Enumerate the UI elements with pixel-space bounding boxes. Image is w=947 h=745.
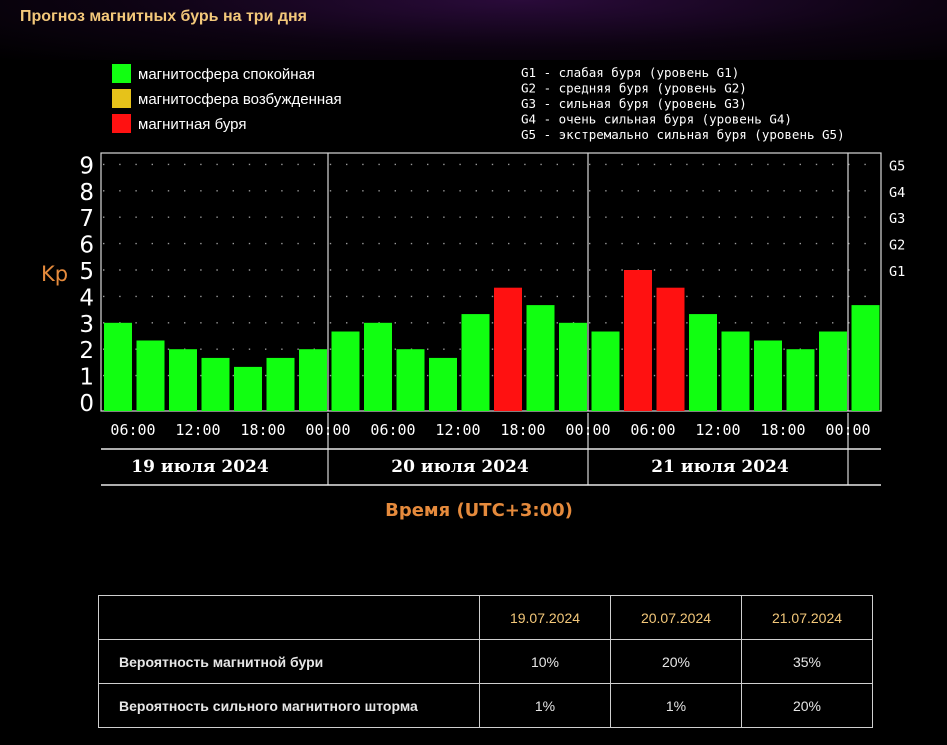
- kp-bar: [396, 349, 425, 411]
- kp-bar: [266, 357, 295, 411]
- kp-chart: магнитосфера спокойная магнитосфера возбу…: [41, 64, 905, 521]
- cell-value: 20%: [741, 683, 873, 728]
- probability-table-wrap: 19.07.2024 20.07.2024 21.07.2024 Вероятн…: [98, 595, 873, 728]
- cell-value: 1%: [479, 683, 611, 728]
- probability-table: 19.07.2024 20.07.2024 21.07.2024 Вероятн…: [98, 595, 873, 728]
- row-label: Вероятность сильного магнитного шторма: [98, 683, 480, 728]
- kp-bar: [721, 331, 750, 411]
- y-tick-label: 3: [79, 312, 94, 338]
- y-tick-label: 4: [79, 285, 94, 311]
- table-header-date: 19.07.2024: [479, 595, 611, 640]
- kp-bar: [364, 322, 392, 411]
- g-tick-label: G1: [889, 264, 905, 280]
- legend-label: магнитосфера спокойная: [138, 66, 315, 83]
- y-tick-label: 0: [79, 391, 94, 417]
- x-tick-label: 12:00: [435, 421, 480, 439]
- kp-bar: [819, 331, 847, 411]
- y-tick-label: 7: [79, 206, 94, 232]
- row-label: Вероятность магнитной бури: [98, 639, 480, 684]
- kp-bar: [429, 357, 457, 411]
- x-tick-label: 00:00: [565, 421, 610, 439]
- kp-bar: [299, 349, 327, 411]
- legend-label: магнитосфера возбужденная: [138, 91, 342, 108]
- header-background: [0, 0, 947, 60]
- kp-bar: [786, 349, 815, 411]
- kp-bar: [656, 287, 685, 411]
- x-tick-label: 00:00: [305, 421, 350, 439]
- x-tick-label: 18:00: [760, 421, 805, 439]
- g-level-legend-item: G2 - средняя буря (уровень G2): [521, 81, 747, 96]
- table-header-date: 21.07.2024: [741, 595, 873, 640]
- kp-bar: [201, 357, 230, 411]
- table-header-row: 19.07.2024 20.07.2024 21.07.2024: [98, 595, 873, 640]
- day-label: 21 июля 2024: [651, 457, 789, 477]
- legend-label: магнитная буря: [138, 116, 246, 133]
- y-tick-label: 2: [79, 338, 94, 364]
- kp-bar: [689, 314, 717, 411]
- y-tick-label: 5: [79, 259, 94, 285]
- kp-bar: [494, 287, 522, 411]
- plot-frame: [100, 152, 882, 412]
- x-tick-label: 00:00: [825, 421, 870, 439]
- kp-bar: [526, 305, 555, 411]
- y-tick-label: 6: [79, 233, 94, 259]
- table-row: Вероятность магнитной бури 10% 20% 35%: [98, 639, 873, 684]
- x-tick-label: 18:00: [240, 421, 285, 439]
- table-row: Вероятность сильного магнитного шторма 1…: [98, 683, 873, 728]
- kp-bar: [754, 340, 782, 411]
- x-axis-label: Время (UTC+3:00): [385, 500, 573, 521]
- x-tick-label: 12:00: [695, 421, 740, 439]
- kp-bar: [559, 322, 587, 411]
- g-tick-label: G2: [889, 238, 905, 254]
- x-tick-label: 06:00: [630, 421, 675, 439]
- table-header-empty: [98, 595, 480, 640]
- x-tick-label: 06:00: [110, 421, 155, 439]
- kp-bar: [624, 270, 652, 411]
- page-title: Прогноз магнитных бурь на три дня: [20, 8, 307, 25]
- table-header-date: 20.07.2024: [610, 595, 742, 640]
- g-level-legend-item: G1 - слабая буря (уровень G1): [521, 65, 739, 80]
- y-tick-label: 9: [79, 153, 94, 179]
- kp-bar: [169, 349, 197, 411]
- day-label: 19 июля 2024: [131, 457, 269, 477]
- x-tick-label: 06:00: [370, 421, 415, 439]
- cell-value: 35%: [741, 639, 873, 684]
- cell-value: 20%: [610, 639, 742, 684]
- day-label: 20 июля 2024: [391, 457, 529, 477]
- y-tick-label: 8: [79, 180, 94, 206]
- y-tick-label: 1: [79, 365, 94, 391]
- g-level-legend-item: G5 - экстремально сильная буря (уровень …: [521, 127, 845, 142]
- cell-value: 10%: [479, 639, 611, 684]
- g-tick-label: G5: [889, 158, 905, 174]
- kp-bar: [104, 322, 132, 411]
- x-tick-label: 18:00: [500, 421, 545, 439]
- legend-swatch: [112, 89, 131, 108]
- g-level-legend-item: G4 - очень сильная буря (уровень G4): [521, 112, 792, 127]
- kp-bar: [851, 305, 880, 411]
- kp-bar: [331, 331, 360, 411]
- y-axis-label: Kp: [41, 262, 68, 286]
- legend-swatch: [112, 114, 131, 133]
- x-tick-label: 12:00: [175, 421, 220, 439]
- g-tick-label: G4: [889, 185, 905, 201]
- kp-bar: [461, 314, 490, 411]
- kp-bar: [136, 340, 165, 411]
- kp-bar: [234, 366, 262, 411]
- cell-value: 1%: [610, 683, 742, 728]
- g-tick-label: G3: [889, 211, 905, 227]
- g-level-legend-item: G3 - сильная буря (уровень G3): [521, 96, 747, 111]
- legend-swatch: [112, 64, 131, 83]
- kp-bar: [591, 331, 620, 411]
